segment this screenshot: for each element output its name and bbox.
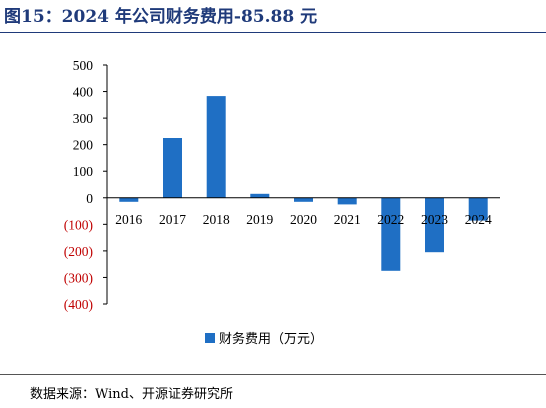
figure-title: 图15：2024 年公司财务费用-85.88 元 <box>4 7 318 27</box>
x-tick-label: 2018 <box>203 212 230 227</box>
x-tick-label: 2022 <box>377 212 404 227</box>
bar-2016 <box>119 197 139 202</box>
y-tick-label: 400 <box>73 85 94 100</box>
x-tick-label: 2017 <box>159 212 186 227</box>
y-tick-label: (100) <box>64 217 93 232</box>
y-tick-label: (200) <box>64 244 93 259</box>
x-tick-label: 2023 <box>421 212 448 227</box>
y-tick-label: 500 <box>73 58 94 73</box>
bar-2023 <box>425 197 444 253</box>
y-tick-label: 0 <box>86 191 93 206</box>
y-tick-label: 200 <box>73 138 94 153</box>
bar-2017 <box>163 138 182 198</box>
legend-swatch <box>205 333 215 343</box>
x-tick-label: 2024 <box>465 212 492 227</box>
y-tick-label: 100 <box>73 164 94 179</box>
x-tick-label: 2021 <box>334 212 361 227</box>
y-tick-label: (400) <box>64 297 93 312</box>
x-tick-label: 2016 <box>115 212 142 227</box>
bar-2019 <box>250 193 270 198</box>
bar-2020 <box>294 197 313 202</box>
source-note: 数据来源：Wind、开源证券研究所 <box>30 387 233 402</box>
bar-2022 <box>381 197 401 271</box>
financial-expense-bar-chart: 500 400 300 200 100 0 (100) (200) (300) (400) 2016… <box>64 58 500 347</box>
bar-2021 <box>337 197 357 205</box>
source-rule <box>0 374 546 375</box>
title-rule <box>0 32 546 33</box>
bar-2024 <box>468 197 488 221</box>
legend-label: 财务费用（万元） <box>219 331 323 347</box>
y-tick-label: (300) <box>64 270 93 285</box>
x-tick-label: 2019 <box>246 212 273 227</box>
y-tick-label: 300 <box>73 111 94 126</box>
x-tick-label: 2020 <box>290 212 317 227</box>
bar-2018 <box>206 96 226 198</box>
